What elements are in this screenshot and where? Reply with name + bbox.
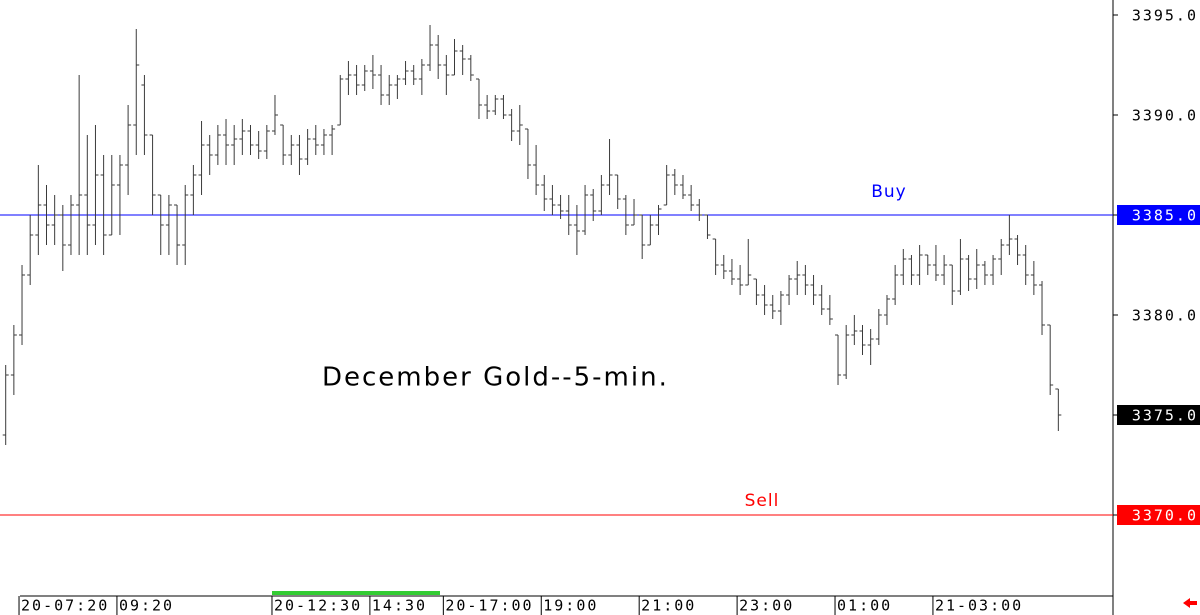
y-tick-label: 3380.0: [1132, 307, 1198, 325]
x-tick-label: 21:00: [641, 597, 696, 615]
x-tick-label: 09:20: [119, 597, 174, 615]
x-tick-label: 20-17:00: [445, 597, 533, 615]
level-label: Sell: [745, 491, 780, 511]
x-tick-label: 14:30: [372, 597, 427, 615]
scroll-arrow[interactable]: [1183, 598, 1197, 608]
x-tick-label: 20-07:20: [21, 597, 109, 615]
chart-title: December Gold--5-min.: [322, 363, 669, 393]
y-tick-label: 3385.0: [1132, 207, 1198, 225]
y-tick-label: 3395.0: [1132, 7, 1198, 25]
x-tick-label: 01:00: [837, 597, 892, 615]
x-tick-label: 20-12:30: [274, 597, 362, 615]
x-tick-label: 23:00: [739, 597, 794, 615]
x-tick-label: 19:00: [543, 597, 598, 615]
y-tick-highlight: [1117, 405, 1200, 425]
y-tick-label: 3390.0: [1132, 107, 1198, 125]
y-tick-label: 3375.0: [1132, 407, 1198, 425]
y-tick-label: 3370.0: [1132, 507, 1198, 525]
level-label: Buy: [871, 182, 907, 202]
y-tick-highlight: [1117, 505, 1200, 525]
session-marker: [272, 591, 440, 595]
x-tick-label: 21-03:00: [935, 597, 1023, 615]
y-tick-highlight: [1117, 205, 1200, 225]
